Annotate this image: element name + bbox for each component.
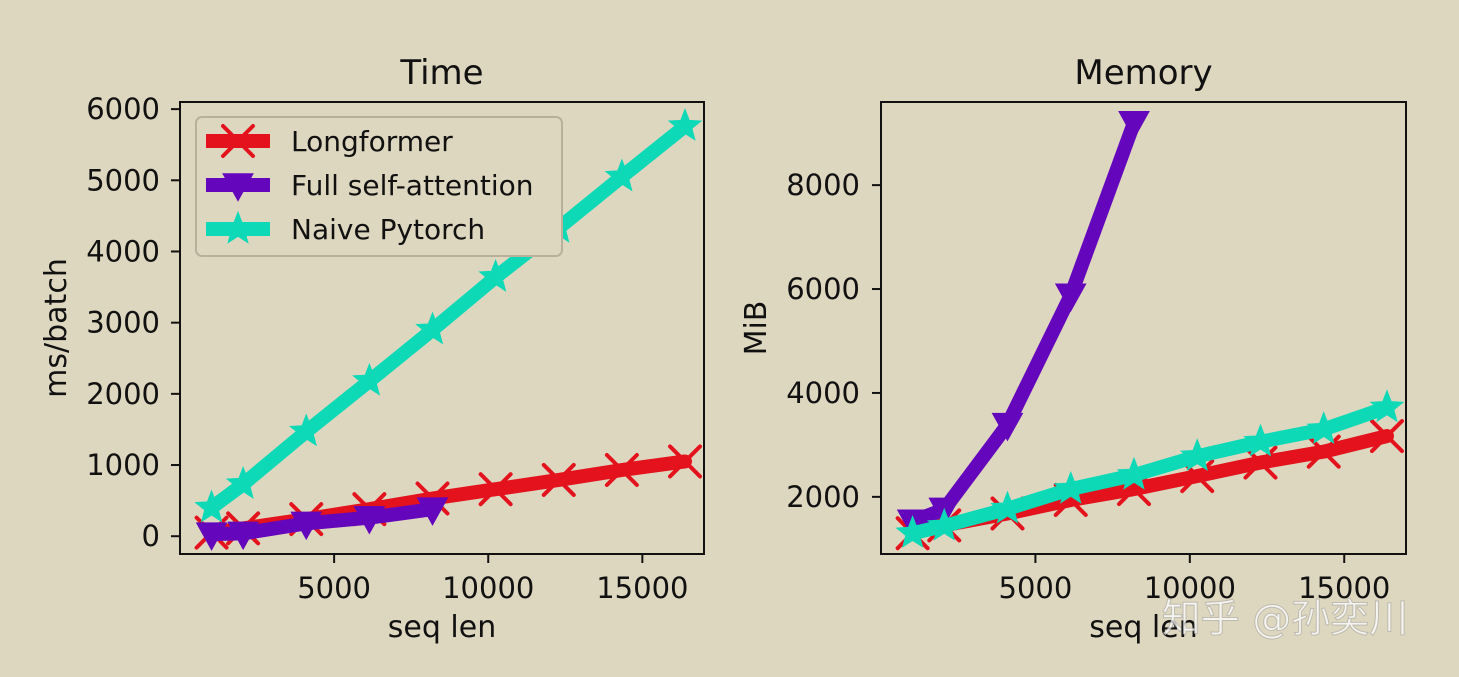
time-legend-box — [195, 116, 563, 257]
time-plot-frame — [179, 101, 705, 555]
memory-plot-area — [895, 111, 1405, 551]
time-longformer-marker-6 — [541, 462, 576, 497]
time-full-self-attention-marker-4 — [416, 497, 449, 526]
time-naive-pytorch-marker-2 — [288, 413, 324, 447]
memory-y-tick-label-1: 4000 — [786, 376, 860, 410]
memory-naive-pytorch-marker-0 — [895, 515, 930, 548]
time-longformer-marker-8 — [668, 444, 703, 479]
time-naive-pytorch-marker-7 — [604, 158, 640, 192]
time-x-tick-label-1: 10000 — [442, 571, 534, 605]
time-x-axis-label: seq len — [388, 610, 496, 645]
time-full-self-attention-marker-0 — [195, 522, 228, 551]
memory-chart: Memory 5000 10000 15000 2000 4000 6000 8000 seq … — [739, 53, 1407, 645]
memory-x-tick-label-0: 5000 — [999, 571, 1073, 605]
watermark-text: 知乎 @孙奕川 — [1162, 597, 1408, 642]
time-y-tick-label-4: 4000 — [86, 234, 160, 268]
memory-naive-pytorch-marker-6 — [1243, 423, 1278, 457]
time-y-tick-label-2: 2000 — [86, 377, 160, 411]
time-y-tick-label-6: 6000 — [86, 92, 160, 126]
time-full-self-attention-marker-2 — [290, 511, 323, 541]
time-legend-full-self-attention-marker-0 — [222, 173, 254, 202]
time-chart: Time 5000 10000 15000 0 1000 2000 3000 4000 5000 6… — [39, 53, 705, 645]
time-longformer-marker-5 — [478, 472, 513, 507]
time-y-tick-label-1: 1000 — [86, 448, 160, 482]
time-legend-naive-pytorch-marker-0 — [220, 210, 256, 244]
memory-full-self-attention-marker-3 — [1054, 283, 1087, 313]
time-legend-label-longformer: Longformer — [291, 125, 453, 158]
memory-naive-pytorch-marker-7 — [1306, 411, 1342, 445]
memory-x-tick-label-2: 15000 — [1298, 571, 1390, 605]
time-naive-pytorch-marker-0 — [194, 489, 229, 523]
time-legend-label-full-self-attention: Full self-attention — [291, 169, 534, 202]
memory-x-axis-label: seq len — [1089, 610, 1197, 645]
time-full-self-attention-marker-1 — [227, 521, 259, 551]
memory-full-self-attention-marker-2 — [991, 412, 1024, 442]
memory-full-self-attention-marker-4 — [1118, 111, 1150, 140]
memory-y-tick-label-2: 6000 — [786, 272, 860, 306]
memory-x-tick-label-1: 10000 — [1144, 571, 1236, 605]
memory-y-axis-label: MiB — [739, 301, 774, 356]
time-y-axis-label: ms/batch — [39, 258, 74, 398]
memory-plot-frame — [880, 101, 1407, 555]
memory-y-tick-label-0: 2000 — [786, 480, 860, 514]
time-chart-title: Time — [399, 53, 483, 93]
time-legend: Longformer Full self-attention Naive Pytor… — [195, 116, 563, 257]
memory-naive-pytorch-marker-2 — [990, 490, 1025, 524]
time-full-self-attention-marker-3 — [353, 505, 386, 535]
memory-naive-pytorch-marker-3 — [1053, 470, 1089, 504]
time-naive-pytorch-marker-4 — [415, 311, 450, 345]
time-naive-pytorch-marker-1 — [225, 466, 261, 499]
time-x-tick-label-2: 15000 — [596, 571, 688, 605]
memory-naive-pytorch-marker-8 — [1369, 389, 1405, 423]
time-y-tick-label-3: 3000 — [86, 306, 160, 340]
time-naive-pytorch-marker-8 — [667, 108, 703, 141]
memory-naive-pytorch-marker-1 — [926, 507, 962, 541]
time-y-tick-label-0: 0 — [142, 519, 160, 553]
time-legend-label-naive-pytorch: Naive Pytorch — [291, 213, 485, 246]
time-naive-pytorch-marker-5 — [478, 258, 513, 292]
time-longformer-marker-7 — [604, 453, 639, 488]
memory-naive-pytorch-marker-4 — [1116, 456, 1152, 490]
memory-chart-title: Memory — [1074, 53, 1212, 93]
time-x-tick-label-0: 5000 — [297, 571, 371, 605]
memory-longformer-marker-8 — [1369, 419, 1404, 454]
time-y-tick-label-5: 5000 — [86, 163, 160, 197]
time-legend-longformer-marker-0 — [221, 124, 255, 158]
time-naive-pytorch-marker-3 — [352, 362, 387, 396]
memory-longformer-marker-6 — [1243, 445, 1278, 480]
memory-naive-pytorch-marker-5 — [1179, 438, 1215, 472]
memory-y-tick-label-3: 8000 — [786, 168, 860, 202]
memory-full-self-attention-line — [905, 115, 1141, 529]
